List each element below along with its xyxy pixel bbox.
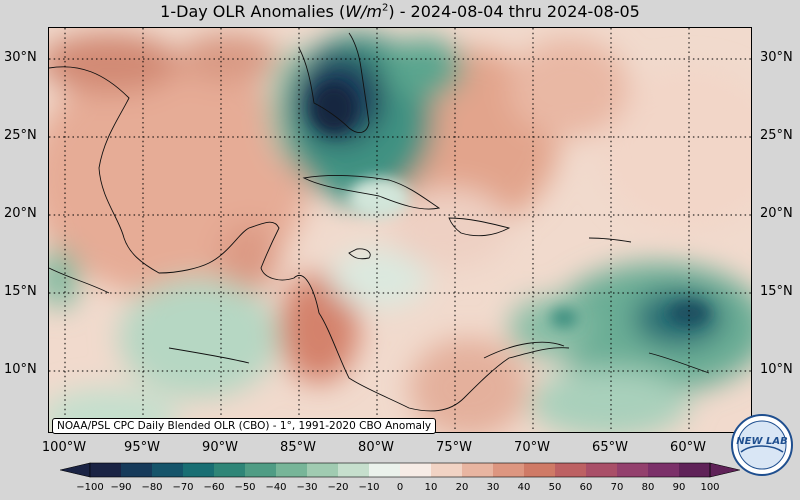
lat-label-left: 25°N bbox=[4, 128, 37, 143]
data-source-credit: NOAA/PSL CPC Daily Blended OLR (CBO) - 1… bbox=[52, 418, 437, 434]
colorbar-tick-label: 20 bbox=[455, 482, 469, 493]
colorbar-tick-label: 100 bbox=[700, 482, 720, 493]
lat-label-right: 30°N bbox=[760, 50, 793, 65]
map-title: 1-Day OLR Anomalies (W/m2) - 2024-08-04 … bbox=[160, 2, 640, 21]
colorbar-tick-label: −30 bbox=[296, 482, 318, 493]
colorbar-segment bbox=[617, 463, 649, 477]
graticule bbox=[49, 28, 751, 432]
colorbar-segment bbox=[121, 463, 153, 477]
olr-anomaly-map bbox=[48, 27, 752, 433]
colorbar-segment bbox=[462, 463, 494, 477]
lat-label-right: 15°N bbox=[760, 284, 793, 299]
colorbar-segment bbox=[493, 463, 525, 477]
colorbar-segment bbox=[276, 463, 308, 477]
colorbar-tick-label: 70 bbox=[610, 482, 624, 493]
colorbar-tick-label: 50 bbox=[548, 482, 562, 493]
colorbar-tick-label: 0 bbox=[396, 482, 404, 493]
colorbar-segment bbox=[586, 463, 618, 477]
colorbar-segment bbox=[524, 463, 556, 477]
lon-label: 95°W bbox=[124, 440, 160, 455]
colorbar-tick-label: −100 bbox=[76, 482, 104, 493]
colorbar-tick-label: 60 bbox=[579, 482, 593, 493]
colorbar-tick-label: −70 bbox=[172, 482, 194, 493]
colorbar-segment bbox=[369, 463, 401, 477]
lon-label: 90°W bbox=[202, 440, 238, 455]
lat-label-left: 15°N bbox=[4, 284, 37, 299]
colorbar-tick-label: −10 bbox=[358, 482, 380, 493]
colorbar-segment bbox=[338, 463, 370, 477]
colorbar-tick-label: 80 bbox=[641, 482, 655, 493]
colorbar-tick-label: 10 bbox=[424, 482, 438, 493]
colorbar-tick-label: −80 bbox=[141, 482, 163, 493]
colorbar-tick-label: −20 bbox=[327, 482, 349, 493]
lat-label-left: 20°N bbox=[4, 206, 37, 221]
colorbar-frame bbox=[89, 462, 711, 478]
colorbar-segment bbox=[90, 463, 122, 477]
lon-label: 65°W bbox=[592, 440, 628, 455]
lon-label: 60°W bbox=[670, 440, 706, 455]
colorbar bbox=[60, 462, 740, 478]
lat-label-right: 10°N bbox=[760, 362, 793, 377]
colorbar-extend-low bbox=[60, 462, 91, 478]
lon-label: 70°W bbox=[514, 440, 550, 455]
colorbar-segment bbox=[307, 463, 339, 477]
lab-logo: NEW LAB bbox=[731, 414, 793, 476]
colorbar-segment bbox=[183, 463, 215, 477]
lon-label: 75°W bbox=[436, 440, 472, 455]
lon-label: 85°W bbox=[280, 440, 316, 455]
logo-text: NEW LAB bbox=[736, 436, 787, 447]
colorbar-segment bbox=[214, 463, 246, 477]
lat-label-left: 30°N bbox=[4, 50, 37, 65]
coastlines bbox=[49, 32, 710, 412]
colorbar-tick-label: −90 bbox=[110, 482, 132, 493]
colorbar-segment bbox=[648, 463, 680, 477]
lon-label: 100°W bbox=[41, 440, 87, 455]
map-canvas bbox=[49, 28, 751, 432]
colorbar-tick-label: −50 bbox=[234, 482, 256, 493]
colorbar-segment bbox=[400, 463, 432, 477]
colorbar-segment bbox=[555, 463, 587, 477]
colorbar-segment bbox=[245, 463, 277, 477]
colorbar-segment bbox=[431, 463, 463, 477]
colorbar-tick-label: −40 bbox=[265, 482, 287, 493]
lon-label: 80°W bbox=[358, 440, 394, 455]
colorbar-tick-label: −60 bbox=[203, 482, 225, 493]
lat-label-right: 20°N bbox=[760, 206, 793, 221]
colorbar-tick-label: 90 bbox=[672, 482, 686, 493]
colorbar-tick-label: 40 bbox=[517, 482, 531, 493]
lat-label-right: 25°N bbox=[760, 128, 793, 143]
colorbar-segment bbox=[152, 463, 184, 477]
anomaly-field-detail bbox=[312, 83, 709, 328]
lat-label-left: 10°N bbox=[4, 362, 37, 377]
colorbar-tick-label: 30 bbox=[486, 482, 500, 493]
colorbar-segments bbox=[60, 462, 740, 478]
colorbar-segment bbox=[679, 463, 711, 477]
